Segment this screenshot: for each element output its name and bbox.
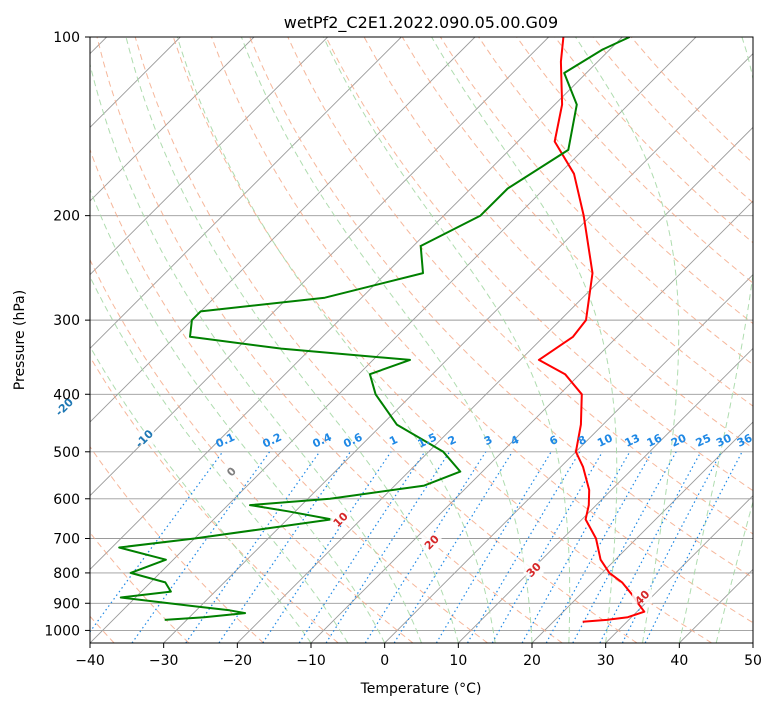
moist-adiabat-line bbox=[90, 62, 422, 643]
moist-adiabat-line bbox=[90, 345, 312, 643]
y-tick-label: 900 bbox=[53, 596, 80, 612]
mixing-ratio-line bbox=[599, 451, 702, 643]
dry-adiabat-label-bg bbox=[632, 589, 653, 604]
moist-adiabat-line bbox=[90, 188, 386, 643]
x-tick-label: 50 bbox=[744, 653, 762, 669]
x-tick-label: 0 bbox=[380, 653, 389, 669]
dry-adiabat-label-bg bbox=[523, 561, 544, 576]
moist-adiabat-line bbox=[323, 37, 571, 643]
dry-adiabat-line bbox=[90, 445, 264, 643]
y-tick-label: 800 bbox=[53, 566, 80, 582]
moist-adiabat-line bbox=[90, 275, 349, 643]
moist-adiabat-line bbox=[176, 37, 496, 643]
mixing-ratio-label: 36 bbox=[735, 431, 755, 449]
mixing-ratio-label: 13 bbox=[623, 431, 642, 449]
plot-frame bbox=[89, 36, 754, 644]
dry-adiabat-label-bg bbox=[330, 511, 351, 526]
dry-adiabat-label-bg bbox=[221, 463, 242, 478]
dry-adiabat-line bbox=[172, 37, 712, 643]
isotherm-line bbox=[90, 37, 549, 497]
x-tick-label: −10 bbox=[296, 653, 326, 669]
dry-adiabat-line bbox=[287, 37, 753, 535]
y-tick-label: 600 bbox=[53, 492, 80, 508]
x-tick-label: −40 bbox=[75, 653, 105, 669]
moist-adiabat-line bbox=[240, 37, 533, 643]
y-tick-label: 200 bbox=[53, 209, 80, 225]
y-tick-label: 700 bbox=[53, 532, 80, 548]
dry-adiabat-line bbox=[96, 37, 563, 643]
moist-adiabat-line bbox=[678, 37, 753, 643]
dry-adiabat-label-bg bbox=[421, 534, 442, 549]
plot-area bbox=[90, 37, 753, 643]
dry-adiabat-line bbox=[134, 37, 638, 643]
y-tick-label: 100 bbox=[53, 30, 80, 46]
dry-adiabat-label-bg bbox=[134, 430, 155, 445]
mixing-ratio-label: 25 bbox=[694, 431, 713, 449]
x-axis-label: Temperature (°C) bbox=[360, 681, 482, 697]
mixing-ratio-line bbox=[572, 451, 677, 643]
dry-adiabat-line bbox=[325, 37, 753, 492]
isotherm-line bbox=[90, 37, 697, 643]
x-tick-label: 40 bbox=[670, 653, 688, 669]
isotherm-line bbox=[90, 37, 623, 570]
isotherm-line bbox=[90, 37, 255, 202]
mixing-ratio-line bbox=[185, 451, 321, 643]
isotherm-line bbox=[90, 37, 476, 423]
x-tick-label: 20 bbox=[523, 653, 541, 669]
isotherm-line bbox=[752, 642, 753, 643]
axes: −40 −30 −20 −10 0 10 20 30 40 50 100 200 300 400 500 60… bbox=[44, 30, 762, 669]
y-tick-label: 1000 bbox=[44, 623, 80, 639]
y-axis-label: Pressure (hPa) bbox=[12, 290, 28, 390]
dry-adiabat-line bbox=[211, 37, 753, 624]
isotherm-line bbox=[531, 421, 753, 643]
mixing-ratio-line bbox=[364, 451, 487, 643]
mixing-ratio-line bbox=[325, 451, 451, 643]
x-tick-label: 30 bbox=[597, 653, 615, 669]
isotherm-line bbox=[458, 347, 753, 643]
chart-title: wetPf2_C2E1.2022.090.05.00.G09 bbox=[284, 13, 558, 33]
mixing-ratio-line bbox=[218, 451, 351, 643]
mixing-ratio-line bbox=[393, 451, 513, 643]
mixing-ratio-line bbox=[298, 451, 426, 643]
mixing-ratio-line bbox=[262, 451, 392, 643]
isotherm-line bbox=[384, 274, 753, 643]
dry-adiabat-line bbox=[90, 258, 414, 643]
isotherm-line bbox=[237, 126, 753, 643]
dewpoint-line bbox=[118, 37, 631, 621]
moist-adiabat-line bbox=[431, 37, 618, 643]
dry-adiabat-line bbox=[249, 37, 753, 579]
y-tick-label: 300 bbox=[53, 313, 80, 329]
x-tick-label: −20 bbox=[223, 653, 253, 669]
isopleth-labels: 0.10.20.40.611.52346810131620253036-100-… bbox=[53, 395, 755, 608]
isotherm-line bbox=[90, 37, 402, 349]
mixing-ratio-label: 20 bbox=[669, 431, 689, 449]
isotherm-line bbox=[90, 37, 328, 276]
y-tick-label: 500 bbox=[53, 445, 80, 461]
dry-adiabat-line bbox=[516, 37, 753, 284]
mixing-ratio-label: 16 bbox=[645, 431, 665, 449]
isotherm-line bbox=[605, 495, 753, 643]
mixing-ratio-label: 30 bbox=[714, 431, 734, 449]
x-tick-label: 10 bbox=[449, 653, 467, 669]
moist-adiabat-line bbox=[715, 499, 753, 643]
mixing-ratio-line bbox=[466, 451, 581, 643]
mixing-ratio-line bbox=[435, 451, 552, 643]
x-tick-label: −30 bbox=[149, 653, 179, 669]
dry-adiabat-label-bg bbox=[54, 398, 75, 413]
isotherm-line bbox=[163, 53, 753, 643]
y-tick-label: 400 bbox=[53, 387, 80, 403]
mixing-ratio-label: 10 bbox=[595, 431, 615, 449]
moist-adiabat-line bbox=[125, 37, 459, 643]
